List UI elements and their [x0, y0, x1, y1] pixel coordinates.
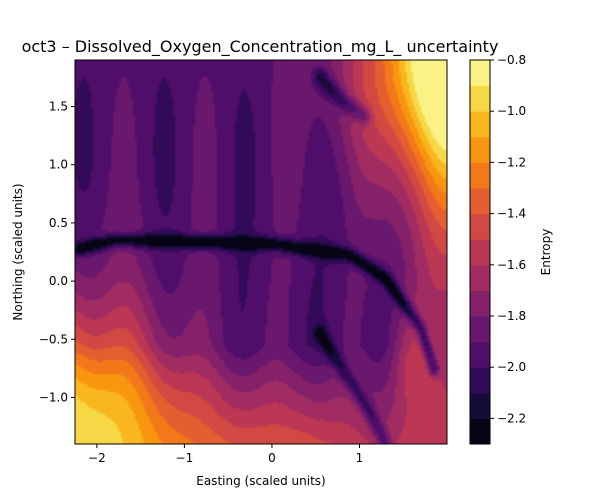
- colorbar-band: [470, 162, 490, 189]
- colorbar-tick-label: −1.2: [497, 155, 526, 169]
- colorbar-band: [470, 392, 490, 419]
- colorbar-band: [470, 188, 490, 215]
- colorbar-band: [470, 341, 490, 368]
- colorbar-tick-label: −1.6: [497, 258, 526, 272]
- x-tick-label: 0: [268, 451, 276, 465]
- y-axis: −1.0 −0.5 0.0 0.5 1.0 1.5: [39, 100, 75, 404]
- colorbar-band: [470, 290, 490, 317]
- y-tick-label: −0.5: [39, 332, 68, 346]
- colorbar-band: [470, 136, 490, 163]
- colorbar-tick-label: −2.2: [497, 411, 526, 425]
- y-axis-label: Northing (scaled units): [11, 183, 25, 320]
- colorbar-band: [470, 367, 490, 394]
- y-tick-label: −1.0: [39, 390, 68, 404]
- colorbar-tick-label: −1.0: [497, 104, 526, 118]
- x-tick-label: 1: [356, 451, 364, 465]
- y-tick-label: 1.0: [49, 158, 68, 172]
- colorbar-band: [470, 60, 490, 87]
- colorbar-band: [470, 213, 490, 240]
- y-tick-label: 0.5: [49, 216, 68, 230]
- colorbar: −2.2 −2.0 −1.8 −1.6 −1.4 −1.2 −1.0 −0.8: [469, 53, 526, 445]
- x-axis-label: Easting (scaled units): [196, 474, 325, 488]
- plot-area: [75, 60, 447, 444]
- y-tick-label: 1.5: [49, 100, 68, 114]
- colorbar-tick-label: −1.4: [497, 207, 526, 221]
- x-tick-label: −1: [176, 451, 194, 465]
- colorbar-band: [470, 418, 490, 445]
- colorbar-label: Entropy: [539, 229, 553, 276]
- x-tick-label: −2: [88, 451, 106, 465]
- colorbar-band: [470, 111, 490, 138]
- colorbar-band: [470, 316, 490, 343]
- colorbar-band: [470, 264, 490, 291]
- y-tick-label: 0.0: [49, 274, 68, 288]
- plot-frame: [74, 59, 448, 445]
- colorbar-tick-label: −2.0: [497, 360, 526, 374]
- colorbar-band: [470, 239, 490, 266]
- colorbar-tick-label: −0.8: [497, 53, 526, 67]
- colorbar-frame: [469, 59, 491, 445]
- colorbar-tick-label: −1.8: [497, 309, 526, 323]
- chart-title: oct3 – Dissolved_Oxygen_Concentration_mg…: [22, 37, 499, 57]
- colorbar-band: [470, 85, 490, 112]
- contour-field: [75, 60, 447, 444]
- x-axis: −2 −1 0 1: [88, 444, 363, 465]
